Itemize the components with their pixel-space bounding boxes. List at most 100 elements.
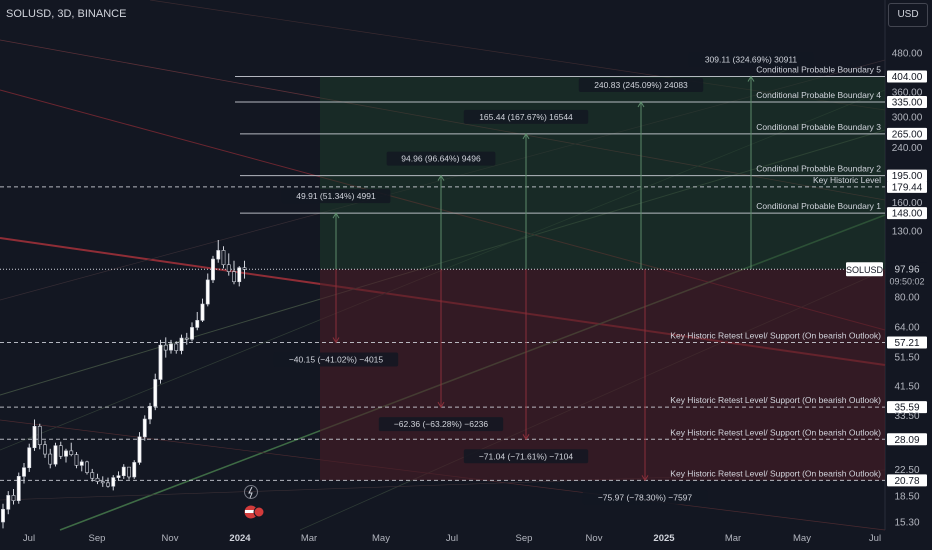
level-price-tag <box>887 95 927 108</box>
countdown-timer: 09:50:02 <box>889 276 924 286</box>
level-price-value: 148.00 <box>892 209 923 220</box>
candle-body <box>43 444 47 455</box>
candle-body <box>127 466 131 478</box>
x-tick-label: Jul <box>446 533 458 544</box>
candle-body <box>79 461 84 466</box>
x-tick-label: May <box>372 533 390 544</box>
candle-body <box>16 476 21 501</box>
level-label: Conditional Probable Boundary 5 <box>756 64 881 74</box>
level-label: Key Historic Level <box>813 175 881 185</box>
flag-stripe <box>245 510 257 513</box>
level-price-value: 179.44 <box>892 182 923 193</box>
measure-up-arrowhead <box>522 132 530 140</box>
level-price-value: 35.59 <box>894 403 919 414</box>
candle-body <box>6 495 11 510</box>
y-tick-label: 33.50 <box>894 411 919 422</box>
candle-body <box>85 461 89 473</box>
time-axis[interactable]: Jul Sep Nov 2024 Mar May Jul Sep Nov 2025 Mar May Ju… <box>23 533 881 544</box>
candle-body <box>111 477 116 487</box>
candle-body <box>22 467 26 477</box>
target-zone <box>320 76 885 270</box>
chart-title: SOLUSD, 3D, BINANCE <box>6 8 127 20</box>
y-tick-label: 480.00 <box>892 49 923 60</box>
y-tick-label: 160.00 <box>892 198 923 209</box>
level-label: Key Historic Retest Level/ Support (On b… <box>670 427 881 437</box>
y-tick-label: 360.00 <box>892 88 923 99</box>
measure-down-arrowhead <box>522 434 530 441</box>
measure-up-arrowhead <box>637 100 645 108</box>
candle-body <box>153 379 158 407</box>
candle-body <box>237 267 242 283</box>
measure-down-label: −75.97 (−78.30%) −7597 <box>598 492 693 502</box>
x-tick-label: Jul <box>23 533 35 544</box>
candle-body <box>37 426 42 445</box>
measure-down-arrowhead <box>641 475 649 482</box>
candles <box>1 239 247 529</box>
y-tick-label: 22.50 <box>894 465 919 476</box>
measure-down-label-bg <box>463 449 589 464</box>
measure-down-label: −71.04 (−71.61%) −7104 <box>479 451 574 461</box>
candle-body <box>216 250 221 260</box>
flash-icon[interactable] <box>244 485 258 499</box>
candle-body <box>184 337 189 340</box>
measurement-arrows: 49.91 (51.34%) 4991 94.96 (96.64%) 9496 16… <box>273 52 814 505</box>
measure-up-label: 309.11 (324.69%) 30911 <box>705 54 798 64</box>
x-tick-label: Sep <box>516 533 533 544</box>
candle-body <box>200 303 205 321</box>
measure-up-label-bg <box>386 151 496 166</box>
candle-body <box>32 426 37 449</box>
x-tick-label: Jul <box>869 533 881 544</box>
chart-icons <box>244 485 265 519</box>
level-label: Key Historic Retest Level/ Support (On b… <box>670 330 881 340</box>
candle-body <box>69 450 74 455</box>
candle-body <box>221 250 226 266</box>
y-tick-label: 300.00 <box>892 112 923 123</box>
candle-body <box>205 279 210 305</box>
measure-down-label: −62.36 (−63.28%) −6236 <box>394 419 489 429</box>
candle-body <box>1 508 5 523</box>
candle-body <box>11 495 16 501</box>
y-tick-label: 80.00 <box>894 292 919 303</box>
measure-up-label-bg <box>578 77 704 92</box>
level-label: Conditional Probable Boundary 4 <box>756 90 881 100</box>
candle-body <box>174 343 179 351</box>
level-label: Key Historic Retest Level/ Support (On b… <box>670 468 881 478</box>
candle-body <box>106 482 110 487</box>
level-price-tag <box>887 401 927 414</box>
candle-body <box>48 453 53 465</box>
us-flag-icon-secondary <box>253 506 265 518</box>
level-price-tag <box>887 336 927 349</box>
measure-down-label: −40.15 (−41.02%) −4015 <box>289 354 384 364</box>
candle-body <box>53 445 58 465</box>
x-tick-label: 2025 <box>653 533 675 544</box>
symbol-tag-text: SOLUSD <box>846 265 884 275</box>
candle-body <box>58 445 63 457</box>
candle-body <box>100 481 105 484</box>
candle-body <box>95 477 100 482</box>
candle-body <box>90 472 95 479</box>
x-tick-label: Mar <box>725 533 741 544</box>
level-price-value: 265.00 <box>892 129 923 140</box>
x-tick-label: Mar <box>301 533 317 544</box>
candle-body <box>27 447 32 469</box>
x-tick-label: Nov <box>586 533 603 544</box>
candle-body <box>232 271 236 283</box>
candle-body <box>211 258 215 281</box>
candle-body <box>142 418 147 438</box>
x-tick-label: Sep <box>89 533 106 544</box>
measure-up-arrowhead <box>747 75 755 82</box>
y-tick-label: 41.50 <box>894 382 919 393</box>
candle-body <box>163 344 168 351</box>
measure-up-label: 165.44 (167.67%) 16544 <box>479 112 573 122</box>
y-tick-label: 18.50 <box>894 492 919 503</box>
level-price-tag <box>887 207 927 220</box>
candle-body <box>169 343 173 351</box>
current-price-value: 97.96 <box>894 264 919 275</box>
level-label: Conditional Probable Boundary 2 <box>756 164 881 174</box>
measure-down-label-bg <box>273 352 399 367</box>
x-tick-label: 2024 <box>229 533 251 544</box>
level-price-tag <box>887 70 927 83</box>
currency-button[interactable]: USD <box>888 3 928 27</box>
